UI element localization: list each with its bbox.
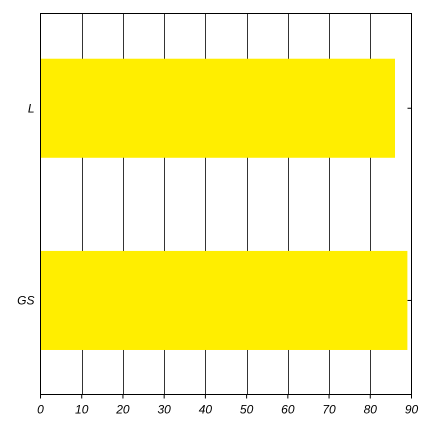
x-tick-label-40: 40 [199,403,213,417]
bars [41,59,408,350]
x-tick-label-20: 20 [115,403,130,417]
x-tick-label-0: 0 [37,403,44,417]
x-tick-label-60: 60 [281,403,295,417]
x-tick-label-30: 30 [157,403,171,417]
x-tick-label-90: 90 [405,403,419,417]
bar-l [41,59,396,158]
bar-gs [41,251,408,350]
x-tick-label-50: 50 [240,403,254,417]
x-tick-label-70: 70 [322,403,336,417]
category-label-gs: GS [17,293,34,307]
category-label-l: L [28,101,35,115]
x-tick-label-80: 80 [364,403,378,417]
x-tick-label-10: 10 [75,403,89,417]
